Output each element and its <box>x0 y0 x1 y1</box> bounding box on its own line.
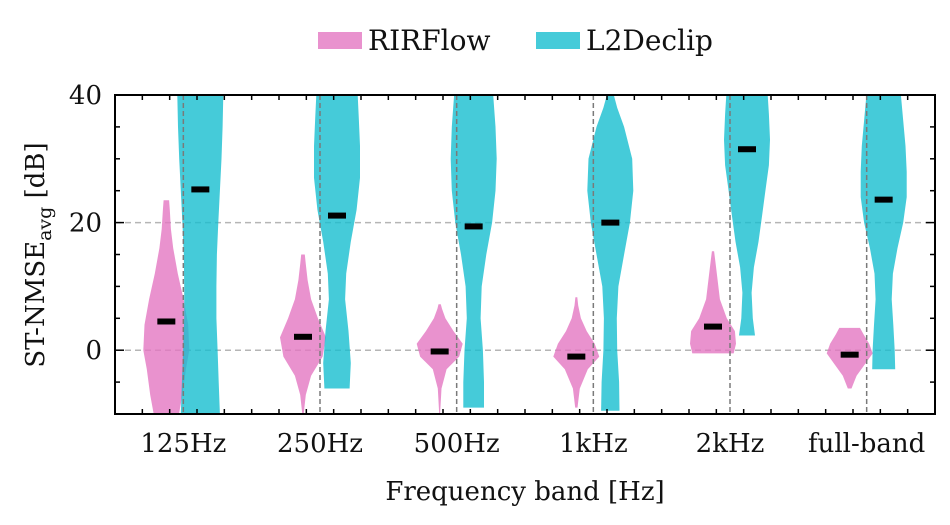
violin-layer <box>143 95 907 414</box>
legend-swatch-rirflow <box>318 32 362 49</box>
violin-rirflow-500hz <box>416 304 463 414</box>
y-tick-label: 0 <box>85 336 102 366</box>
legend-label-l2declip: L2Declip <box>586 24 713 57</box>
y-axis-title-main: ST-NMSE <box>21 241 51 368</box>
median-marker <box>191 186 210 193</box>
x-tick-label: 500Hz <box>414 429 500 459</box>
grid-layer <box>115 221 935 351</box>
y-tick-label: 40 <box>69 81 102 111</box>
median-marker <box>840 351 859 358</box>
x-axis-title: Frequency band [Hz] <box>385 477 664 507</box>
y-tick-label: 20 <box>69 209 102 239</box>
x-tick-label: 2kHz <box>696 429 765 459</box>
median-marker <box>874 196 893 203</box>
median-marker <box>704 323 722 330</box>
violin-rirflow-125hz <box>143 200 190 414</box>
violin-l2declip-500hz <box>450 95 497 408</box>
violin-l2declip-full-band <box>860 95 907 370</box>
median-marker <box>430 348 449 355</box>
violin-l2declip-1khz <box>587 95 634 411</box>
plot-frame <box>114 94 936 415</box>
x-tick-label: 250Hz <box>277 429 363 459</box>
median-marker <box>157 318 176 325</box>
legend-label-rirflow: RIRFlow <box>368 24 490 57</box>
median-marker <box>567 353 586 360</box>
median-marker <box>328 212 346 219</box>
y-axis-title-subscript: avg <box>34 207 56 241</box>
violin-rirflow-1khz <box>553 297 600 408</box>
violin-l2declip-2khz <box>724 95 770 336</box>
violin-l2declip-125hz <box>177 95 224 414</box>
x-tick-label: 125Hz <box>140 429 226 459</box>
y-axis-title-unit: [dB] <box>21 142 51 206</box>
median-marker <box>738 146 756 153</box>
legend-swatch-l2declip <box>536 32 580 49</box>
axes-layer: 0 20 40 125Hz 250Hz 500Hz 1kHz 2kHz full-band <box>69 81 936 459</box>
median-marker <box>464 223 483 230</box>
x-tick-label: full-band <box>808 429 925 459</box>
violin-l2declip-250hz <box>314 95 360 389</box>
legend: RIRFlow L2Declip <box>318 24 713 57</box>
x-tick-label: 1kHz <box>559 429 628 459</box>
median-marker <box>294 333 312 340</box>
y-axis-title: ST-NMSEavg [dB] <box>21 142 56 367</box>
violin-rirflow-full-band <box>826 327 873 389</box>
violin-rirflow-2khz <box>690 251 736 354</box>
median-marker <box>601 219 620 226</box>
